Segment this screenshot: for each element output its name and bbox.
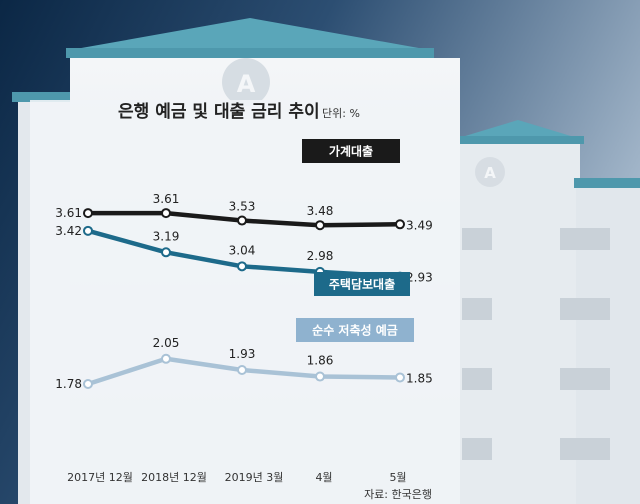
data-point xyxy=(237,364,247,375)
legend-box xyxy=(302,139,400,163)
legend-text: 순수 저축성 예금 xyxy=(312,323,398,338)
data-label: 2.98 xyxy=(307,249,334,263)
data-label: 3.53 xyxy=(229,200,256,214)
x-tick-label: 2018년 12월 xyxy=(141,471,207,484)
legend-box xyxy=(296,318,414,342)
data-point xyxy=(315,371,325,382)
data-label: 3.49 xyxy=(406,218,433,232)
data-point xyxy=(395,219,405,230)
logo-letter-main: A xyxy=(237,70,256,98)
data-point xyxy=(83,379,93,389)
x-tick-label: 5월 xyxy=(389,471,406,484)
logo-letter-small: A xyxy=(484,164,496,182)
data-point xyxy=(83,225,93,236)
data-label: 2.05 xyxy=(153,336,180,350)
data-label: 3.48 xyxy=(307,204,334,218)
data-point xyxy=(161,353,171,364)
data-point xyxy=(83,208,93,219)
legend-text: 주택담보대출 xyxy=(329,277,395,292)
data-label: 1.93 xyxy=(229,347,256,361)
data-point xyxy=(161,247,171,258)
data-label: 1.86 xyxy=(307,354,334,368)
data-label: 3.42 xyxy=(55,224,82,238)
series-legend-label: 순수 저축성 예금 xyxy=(296,318,414,342)
x-tick-label: 2017년 12월 xyxy=(67,471,133,484)
x-tick-label: 4월 xyxy=(315,471,332,484)
x-tick-label: 2019년 3월 xyxy=(225,471,284,484)
data-point xyxy=(395,372,405,383)
data-point xyxy=(315,220,325,231)
chart-unit: 단위: % xyxy=(322,107,360,120)
source-note: 자료: 한국은행 xyxy=(364,488,432,501)
legend-text: 가계대출 xyxy=(329,144,373,159)
series-legend-label: 가계대출 xyxy=(302,139,400,163)
data-label: 1.85 xyxy=(406,371,433,385)
data-point xyxy=(237,215,247,226)
background-building-right: A xyxy=(452,120,640,504)
chart-panel xyxy=(30,100,460,504)
data-label: 1.78 xyxy=(55,377,82,391)
data-label: 3.19 xyxy=(153,229,180,243)
series-legend-label: 주택담보대출 xyxy=(314,272,410,296)
data-label: 3.61 xyxy=(153,192,180,206)
data-label: 3.61 xyxy=(55,206,82,220)
data-label: 2.93 xyxy=(406,271,433,285)
legend-box xyxy=(314,272,410,296)
plot-area: 3.61 3.61 3.53 3.48 3.49 가계대출 3.42 3.19 3.04 2.98… xyxy=(55,139,433,391)
data-label: 3.04 xyxy=(229,243,256,257)
data-point xyxy=(161,208,171,219)
chart-title: 은행 예금 및 대출 금리 추이 xyxy=(118,102,320,122)
data-point xyxy=(237,261,247,272)
